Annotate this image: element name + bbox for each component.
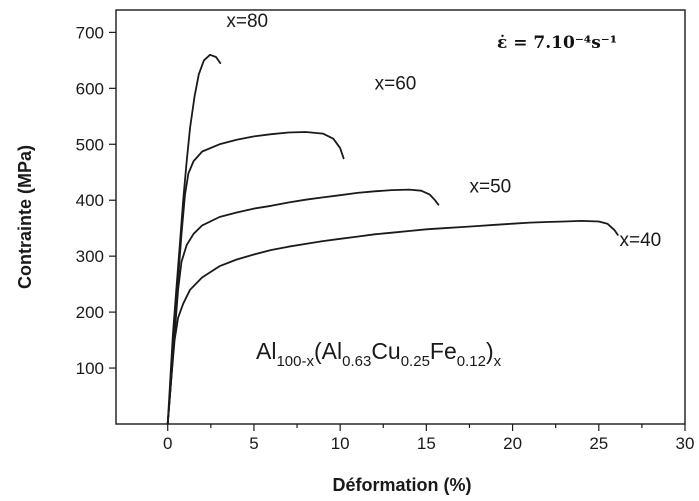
axis-tick-labels: 0 5 10 15 20 25 30 100 200 300 400 500 600 700 (76, 23, 695, 453)
y-tick-label: 100 (76, 359, 104, 378)
series-label-x40: x=40 (620, 230, 662, 251)
formula-mid2: Fe (430, 338, 457, 364)
x-tick-label: 25 (589, 434, 608, 453)
x-tick-label: 5 (249, 434, 258, 453)
series-line-x40 (166, 220, 619, 425)
x-tick-label: 20 (503, 434, 522, 453)
formula-base-sub: 100-x (276, 353, 314, 370)
y-tick-label: 600 (76, 79, 104, 98)
formula-close: ) (486, 338, 494, 364)
formula-open: (Al (314, 338, 342, 364)
x-tick-label: 30 (676, 434, 695, 453)
x-tick-label: 10 (331, 434, 350, 453)
series-curves (166, 53, 619, 425)
y-tick-label: 200 (76, 303, 104, 322)
formula-sub2: 0.25 (401, 353, 430, 370)
series-label-x50: x=50 (470, 176, 512, 197)
series-line-x50 (166, 188, 440, 425)
series-line-x80 (166, 53, 222, 425)
series-label-x60: x=60 (375, 73, 417, 94)
y-axis-label: Contrainte (MPa) (15, 145, 35, 289)
x-axis-label: Déformation (%) (333, 475, 472, 495)
x-tick-label: 15 (417, 434, 436, 453)
formula-close-sub: x (494, 353, 502, 370)
y-tick-label: 400 (76, 191, 104, 210)
y-tick-label: 300 (76, 247, 104, 266)
series-line-x60 (166, 131, 345, 425)
alloy-formula: Al100-x(Al0.63Cu0.25Fe0.12)x (256, 338, 502, 370)
series-labels: x=80 x=60 x=50 x=40 (226, 11, 661, 251)
plot-frame (115, 9, 686, 425)
strain-rate-annotation: ε̇ = 7.10⁻⁴s⁻¹ (497, 33, 617, 53)
axis-ticks (109, 31, 686, 431)
formula-sub3: 0.12 (457, 353, 486, 370)
series-label-x80: x=80 (226, 11, 268, 32)
x-tick-label: 0 (163, 434, 172, 453)
y-tick-label: 700 (76, 23, 104, 42)
formula-mid1: Cu (371, 338, 400, 364)
y-tick-label: 500 (76, 135, 104, 154)
formula-sub1: 0.63 (342, 353, 371, 370)
formula-base: Al (256, 338, 276, 364)
